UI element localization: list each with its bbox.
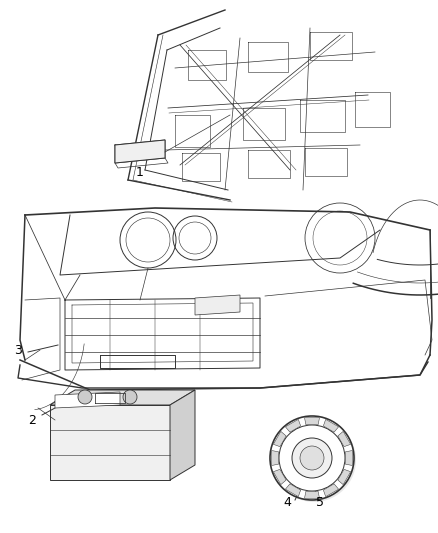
- Circle shape: [292, 438, 332, 478]
- Polygon shape: [304, 418, 319, 425]
- Circle shape: [78, 390, 92, 404]
- Circle shape: [279, 425, 345, 491]
- Polygon shape: [115, 140, 165, 163]
- Circle shape: [272, 418, 356, 502]
- Polygon shape: [170, 390, 195, 480]
- Text: 1: 1: [136, 166, 144, 179]
- Circle shape: [300, 446, 324, 470]
- Polygon shape: [286, 419, 300, 432]
- Polygon shape: [338, 470, 351, 484]
- Polygon shape: [346, 450, 352, 465]
- Polygon shape: [304, 491, 319, 498]
- Polygon shape: [338, 431, 351, 447]
- Polygon shape: [55, 392, 120, 408]
- Circle shape: [123, 390, 137, 404]
- Polygon shape: [323, 419, 339, 432]
- Polygon shape: [272, 450, 279, 465]
- Polygon shape: [273, 431, 286, 447]
- Polygon shape: [273, 470, 286, 484]
- Text: 5: 5: [316, 497, 324, 510]
- Circle shape: [270, 416, 354, 500]
- Text: 4: 4: [283, 497, 291, 510]
- Polygon shape: [323, 484, 339, 497]
- Polygon shape: [195, 295, 240, 315]
- Polygon shape: [50, 405, 170, 480]
- Polygon shape: [50, 390, 195, 405]
- Polygon shape: [286, 484, 300, 497]
- Text: 2: 2: [28, 414, 36, 426]
- Text: 3: 3: [14, 343, 22, 357]
